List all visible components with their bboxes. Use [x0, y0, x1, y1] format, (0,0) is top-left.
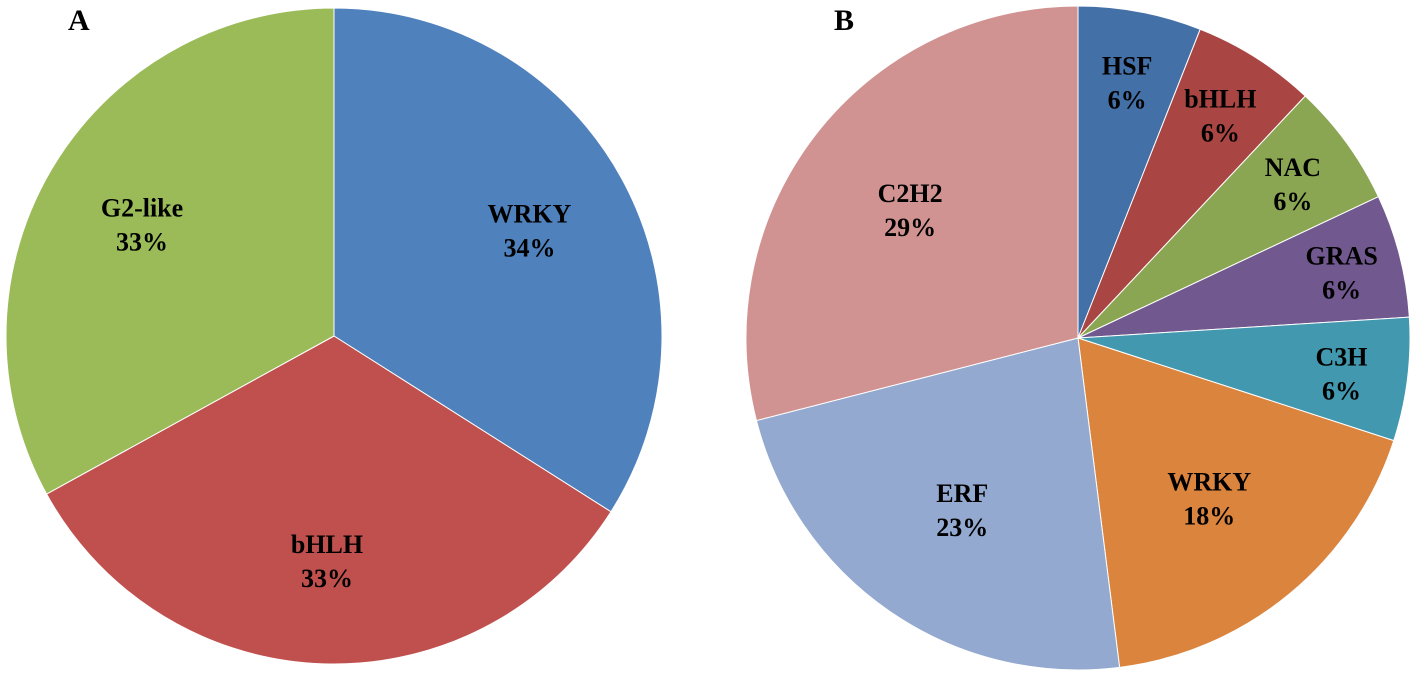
pie-b-label-hsf: HSF — [1102, 51, 1153, 80]
pie-b-slice-bhlh — [1077, 28, 1306, 339]
pie-b-percent-wrky: 18% — [1183, 502, 1235, 531]
pie-b-label-erf: ERF — [936, 479, 988, 508]
pie-chart-b: B HSF 6% bHLH 6% NAC 6% GRAS 6% C3H 6% WRKY 18% ERF 2… — [745, 4, 1411, 671]
pie-a-slice-g2-like — [5, 7, 335, 495]
pie-b-label-gras: GRAS — [1306, 241, 1378, 270]
pie-a-percent-wrky: 34% — [503, 234, 555, 263]
pie-b-percent-c2h2: 29% — [884, 213, 936, 242]
pie-b-percent-erf: 23% — [936, 513, 988, 542]
pie-b-percent-bhlh: 6% — [1201, 119, 1240, 148]
pie-a-slice-bhlh — [45, 335, 612, 665]
pie-a-label-wrky: WRKY — [488, 200, 572, 229]
pie-a-slice-wrky — [333, 7, 663, 513]
pie-b-label-c3h: C3H — [1316, 342, 1368, 371]
pie-a-percent-bhlh: 33% — [301, 564, 353, 593]
panel-label-a: A — [68, 4, 90, 37]
pie-b-slice-erf — [755, 337, 1121, 671]
panel-label-b: B — [834, 4, 854, 37]
pie-b-percent-hsf: 6% — [1108, 85, 1147, 114]
pie-chart-a: A WRKY 34% bHLH 33% G2-like 33% — [5, 4, 663, 665]
pie-a-label-g2-like: G2-like — [101, 193, 183, 222]
pie-b-slice-c3h — [1077, 316, 1411, 442]
pie-a-percent-g2-like: 33% — [116, 227, 168, 256]
pie-b-label-nac: NAC — [1265, 153, 1321, 182]
pie-b-slice-hsf — [1077, 5, 1201, 339]
pie-b-label-wrky: WRKY — [1167, 468, 1251, 497]
pie-b-label-c2h2: C2H2 — [878, 179, 943, 208]
pie-b-slice-wrky — [1077, 337, 1395, 668]
pie-b-label-bhlh: bHLH — [1184, 85, 1256, 114]
pie-b-slice-nac — [1077, 95, 1380, 339]
pie-b-percent-nac: 6% — [1273, 187, 1312, 216]
pie-b-percent-c3h: 6% — [1322, 376, 1361, 405]
pie-a-label-bhlh: bHLH — [291, 530, 363, 559]
pie-b-slice-c2h2 — [745, 5, 1079, 422]
pie-b-percent-gras: 6% — [1322, 275, 1361, 304]
pie-b-slice-gras — [1077, 195, 1410, 339]
